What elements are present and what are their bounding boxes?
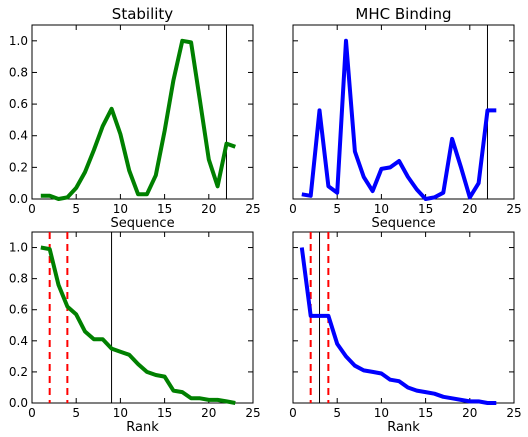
chart-3-ytick-label: 0.4: [9, 334, 28, 348]
chart-2-frame: [292, 24, 515, 200]
chart-1-title: Stability: [112, 5, 174, 23]
chart-1-ytick-label: 0.8: [9, 65, 28, 79]
chart-3-xtick-label: 25: [245, 406, 260, 420]
chart-4-xtick-label: 0: [289, 406, 297, 420]
chart-2-xtick-label: 20: [462, 202, 477, 216]
chart-3-xtick-label: 0: [28, 406, 36, 420]
chart-2-title: MHC Binding: [355, 5, 451, 23]
chart-1-xtick-label: 25: [245, 202, 260, 216]
chart-1-ytick-label: 0.4: [9, 129, 28, 143]
chart-1-x-axis-label: Sequence: [110, 216, 174, 231]
chart-3-ytick-label: 0.2: [9, 365, 28, 379]
chart-1-xtick-label: 5: [72, 202, 80, 216]
chart-2-x-axis-label: Sequence: [371, 216, 435, 231]
chart-4-xtick-label: 20: [462, 406, 477, 420]
chart-4-frame: [292, 231, 515, 404]
chart-3-xtick-label: 20: [201, 406, 216, 420]
chart-3-frame: [31, 231, 254, 404]
chart-2-panel: 0 5 10 15 20 25 MHC Binding Sequence: [289, 5, 521, 231]
chart-3-series-line: [40, 245, 236, 405]
chart-4-panel: 0 5 10 15 20 25 Rank: [289, 231, 522, 435]
chart-3-ytick-label: 0.0: [9, 396, 28, 410]
chart-3-xtick-label: 15: [157, 406, 172, 420]
chart-3-ytick-label: 1.0: [9, 241, 28, 255]
chart-1-xtick-label: 10: [113, 202, 128, 216]
chart-1-series-line: [40, 38, 236, 201]
chart-2-xtick-label: 10: [374, 202, 389, 216]
chart-3-xtick-label: 10: [113, 406, 128, 420]
chart-3-ytick-label: 0.6: [9, 303, 28, 317]
chart-1-ytick-label: 0.6: [9, 97, 28, 111]
chart-1-ytick-label: 0.2: [9, 160, 28, 174]
chart-3-ytick-label: 0.8: [9, 272, 28, 286]
chart-1-xtick-label: 0: [28, 202, 36, 216]
chart-1-panel: 0 5 10 15 20 25 0.0 0.2 0.4 0.6 0.8 1.0 Stability Seq…: [9, 5, 261, 231]
chart-2-xtick-label: 5: [333, 202, 341, 216]
chart-2-xtick-label: 25: [506, 202, 521, 216]
chart-4-series-line: [299, 247, 497, 405]
chart-1-frame: [31, 24, 254, 200]
chart-1-xtick-label: 20: [201, 202, 216, 216]
chart-4-xtick-label: 5: [333, 406, 341, 420]
chart-3-xtick-label: 5: [72, 406, 80, 420]
chart-1-ytick-label: 0.0: [9, 192, 28, 206]
chart-4-x-axis-label: Rank: [387, 420, 420, 435]
chart-4-xtick-label: 10: [374, 406, 389, 420]
chart-4-xtick-label: 15: [418, 406, 433, 420]
chart-4-xtick-label: 25: [506, 406, 521, 420]
chart-2-xtick-label: 0: [289, 202, 297, 216]
chart-2-xtick-label: 15: [418, 202, 433, 216]
chart-1-ytick-label: 1.0: [9, 34, 28, 48]
chart-2-series-line: [301, 38, 497, 201]
chart-1-xtick-label: 15: [157, 202, 172, 216]
chart-3-panel: 0 5 10 15 20 25 0.0 0.2 0.4 0.6 0.8 1.0 Rank: [9, 231, 261, 435]
chart-3-x-axis-label: Rank: [126, 420, 159, 435]
